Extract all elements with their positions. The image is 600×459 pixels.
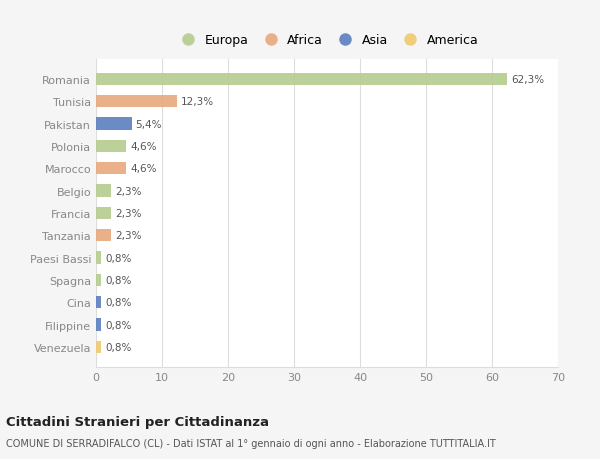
Bar bbox=[96, 319, 101, 331]
Bar bbox=[96, 207, 111, 219]
Text: COMUNE DI SERRADIFALCO (CL) - Dati ISTAT al 1° gennaio di ogni anno - Elaborazio: COMUNE DI SERRADIFALCO (CL) - Dati ISTAT… bbox=[6, 438, 496, 448]
Text: 0,8%: 0,8% bbox=[105, 320, 131, 330]
Bar bbox=[96, 118, 131, 130]
Bar bbox=[96, 297, 101, 308]
Text: 62,3%: 62,3% bbox=[511, 75, 544, 85]
Text: 0,8%: 0,8% bbox=[105, 342, 131, 352]
Text: 4,6%: 4,6% bbox=[130, 142, 157, 151]
Bar bbox=[96, 73, 507, 86]
Bar bbox=[96, 140, 127, 153]
Text: 12,3%: 12,3% bbox=[181, 97, 214, 107]
Text: 2,3%: 2,3% bbox=[115, 231, 142, 241]
Text: 5,4%: 5,4% bbox=[136, 119, 162, 129]
Text: 4,6%: 4,6% bbox=[130, 164, 157, 174]
Bar bbox=[96, 274, 101, 286]
Text: 2,3%: 2,3% bbox=[115, 208, 142, 218]
Bar bbox=[96, 252, 101, 264]
Bar bbox=[96, 96, 177, 108]
Text: 2,3%: 2,3% bbox=[115, 186, 142, 196]
Bar bbox=[96, 163, 127, 175]
Bar bbox=[96, 341, 101, 353]
Text: Cittadini Stranieri per Cittadinanza: Cittadini Stranieri per Cittadinanza bbox=[6, 415, 269, 428]
Bar bbox=[96, 230, 111, 242]
Legend: Europa, Africa, Asia, America: Europa, Africa, Asia, America bbox=[170, 29, 484, 52]
Text: 0,8%: 0,8% bbox=[105, 253, 131, 263]
Bar bbox=[96, 185, 111, 197]
Text: 0,8%: 0,8% bbox=[105, 297, 131, 308]
Text: 0,8%: 0,8% bbox=[105, 275, 131, 285]
